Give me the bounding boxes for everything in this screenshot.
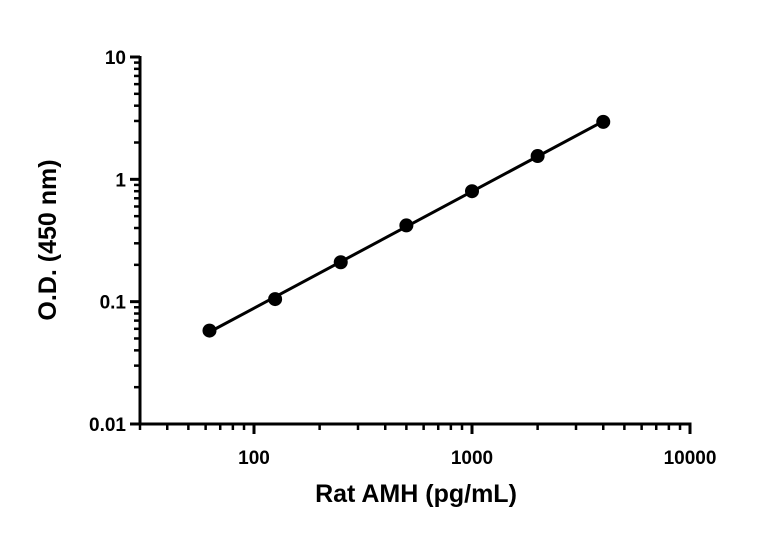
plot-area bbox=[202, 114, 611, 338]
data-point bbox=[530, 149, 545, 164]
data-point bbox=[333, 255, 348, 270]
y-tick-label: 10 bbox=[105, 48, 126, 69]
axes: 0.01 0.1 1 10 100 1000 10000 bbox=[89, 48, 716, 469]
x-axis-title: Rat AMH (pg/mL) bbox=[315, 480, 517, 508]
y-tick-label: 0.1 bbox=[100, 293, 127, 314]
x-tick-label: 100 bbox=[238, 448, 270, 469]
data-point bbox=[202, 323, 217, 338]
y-tick-label: 1 bbox=[115, 170, 126, 191]
data-point bbox=[399, 218, 414, 233]
x-tick-label: 10000 bbox=[664, 448, 717, 469]
x-tick-label: 1000 bbox=[451, 448, 493, 469]
data-point bbox=[464, 184, 479, 199]
y-axis-title: O.D. (450 nm) bbox=[34, 159, 62, 320]
data-point bbox=[596, 114, 611, 129]
data-point bbox=[268, 292, 283, 307]
y-tick-label: 0.01 bbox=[89, 415, 126, 436]
